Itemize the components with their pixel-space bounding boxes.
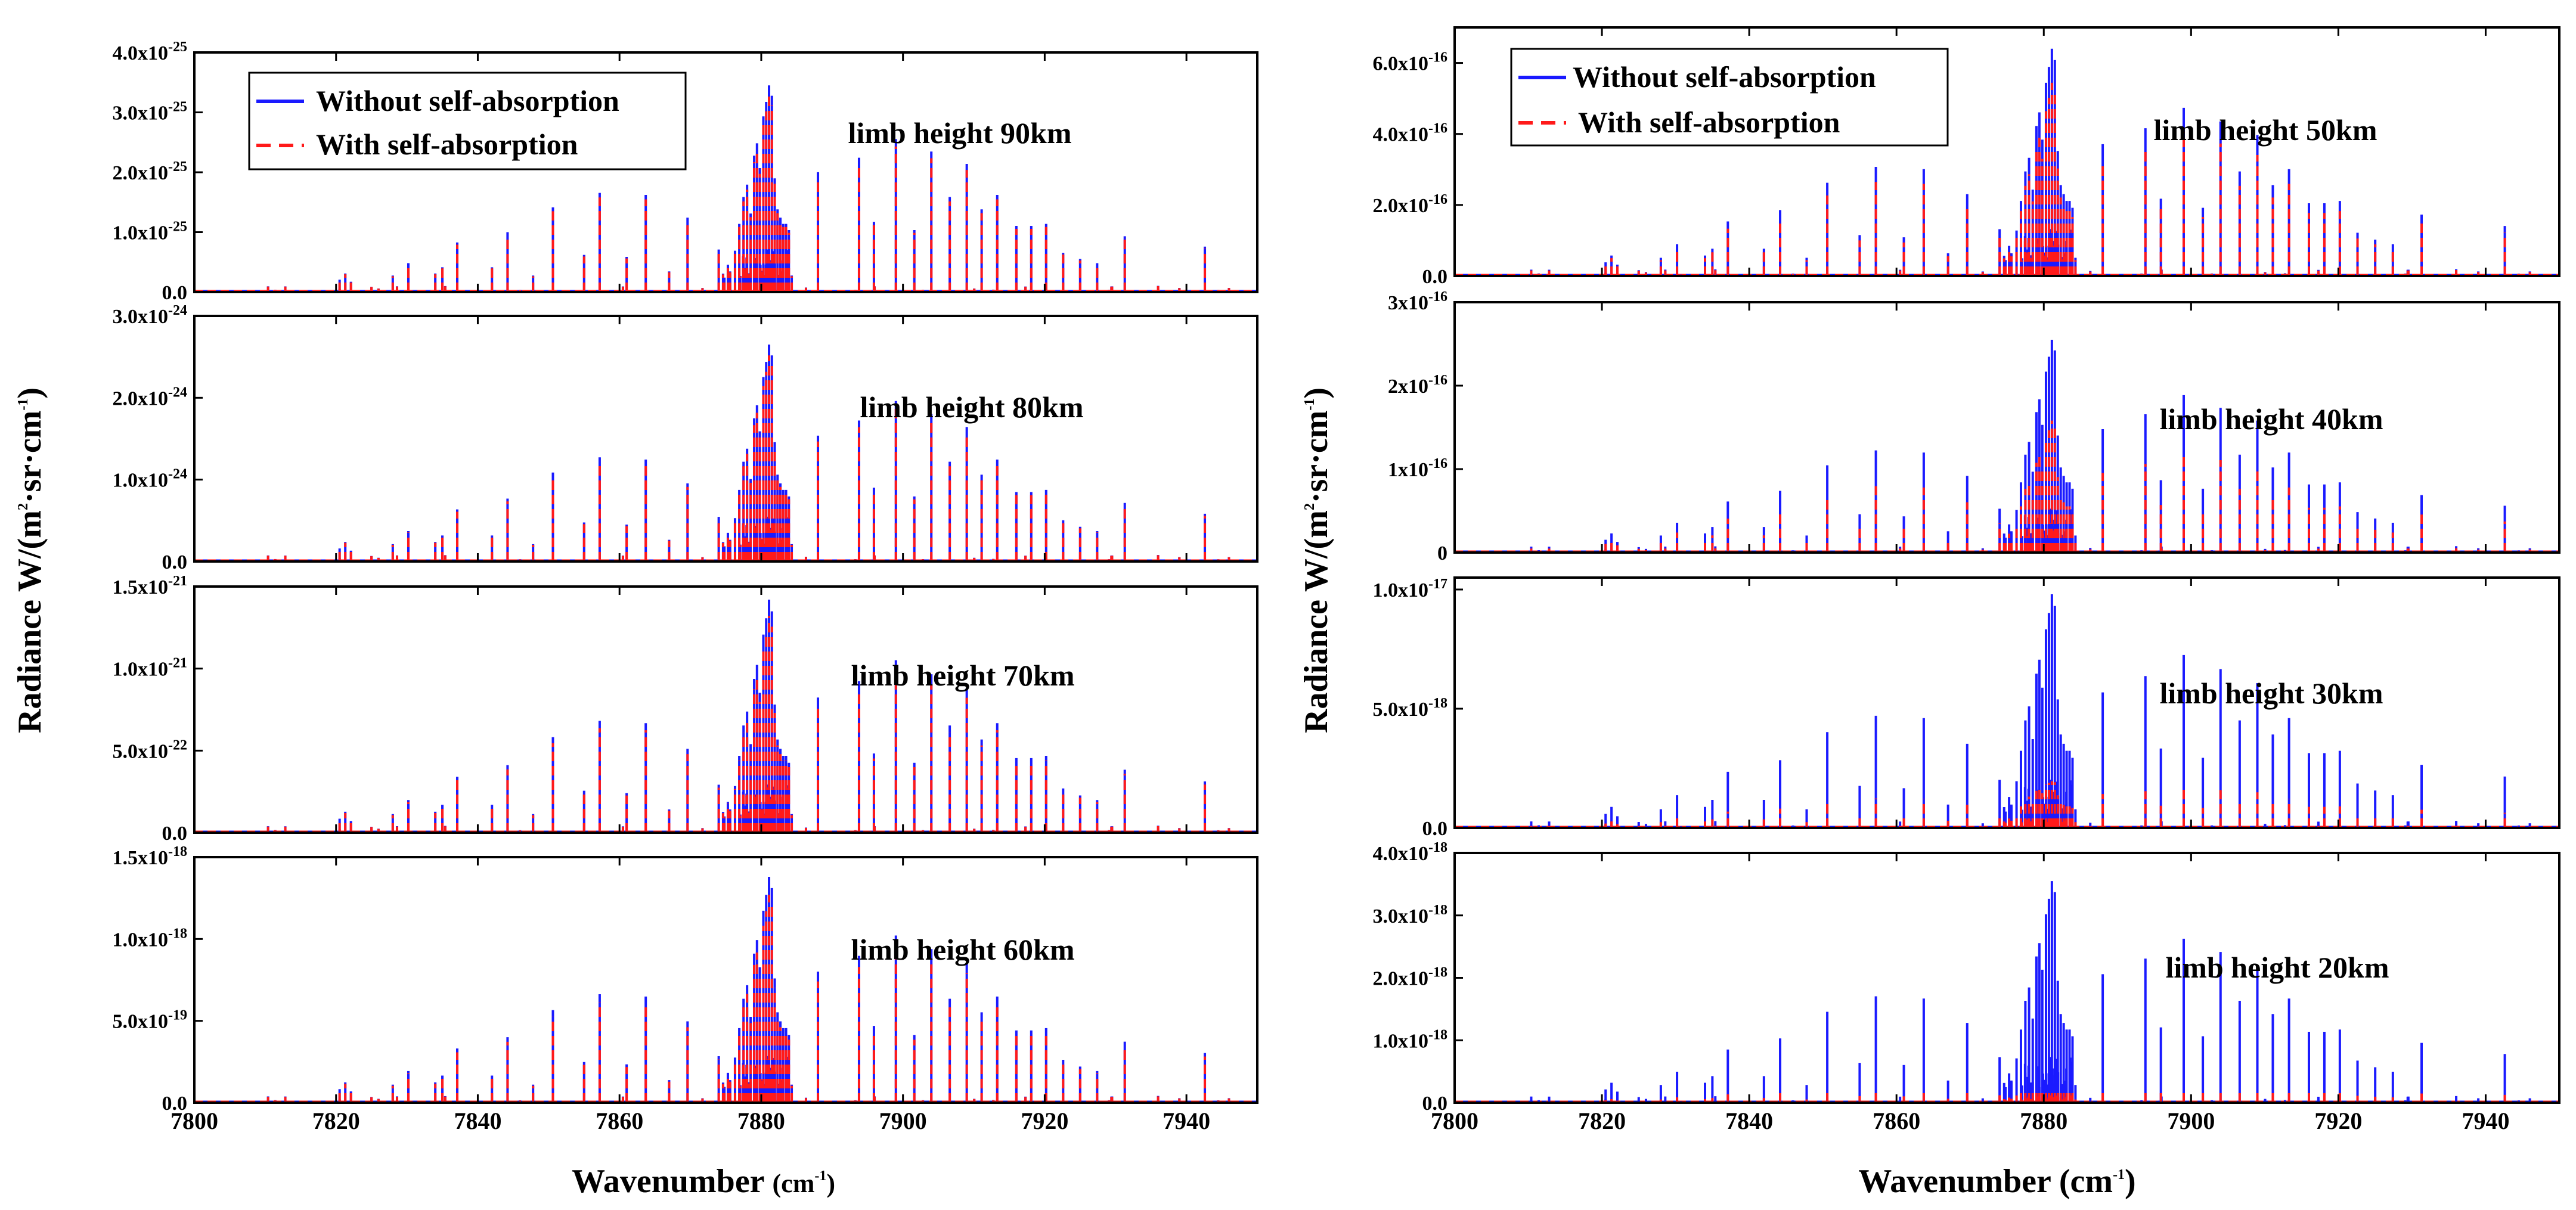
y-tick-label: 1.0x10-18: [113, 926, 188, 951]
y-tick-label: 0.0: [162, 1093, 188, 1115]
panel-title: limb height 70km: [851, 659, 1074, 692]
chart-panel-8: 0.0 1.0x10-18 2.0x10-18 3.0x10-18 4.0x10-18 7…: [1373, 840, 2560, 1134]
left-x-axis-label: Wavenumber (cm-1): [572, 1163, 835, 1200]
legend-right: Without self-absorption With self-absorp…: [1510, 48, 1949, 147]
y-tick-label: 5.0x10-18: [1373, 696, 1448, 721]
y-tick-label: 2x10-16: [1388, 373, 1447, 398]
x-tick-label: 7900: [879, 1107, 927, 1134]
x-tick-label: 7820: [312, 1107, 360, 1134]
plot-frame: [193, 585, 1258, 834]
chart-panel-5: 0.0 2.0x10-16 4.0x10-16 6.0x10-16 limb heigh…: [1373, 26, 2560, 288]
y-tick-label: 3.0x10-18: [1373, 902, 1448, 927]
plot-frame: [1453, 301, 2560, 554]
y-tick-label: 2.0x10-18: [1373, 965, 1448, 990]
y-tick-label: 1.0x10-18: [1373, 1027, 1448, 1052]
panel-title: limb height 40km: [2159, 402, 2383, 436]
legend-right-box: [1510, 48, 1949, 147]
x-tick-label: 7860: [596, 1107, 643, 1134]
y-tick-label: 0.0: [1422, 1093, 1448, 1115]
panel-title: limb height 60km: [851, 933, 1074, 966]
right-x-axis-label: Wavenumber (cm-1): [1858, 1163, 2135, 1200]
plot-frame: [1453, 576, 2560, 829]
x-tick-label: 7860: [1873, 1107, 1920, 1134]
panel-title: limb height 90km: [848, 116, 1071, 150]
x-tick-label: 7820: [1578, 1107, 1626, 1134]
x-tick-label: 7840: [454, 1107, 501, 1134]
legend-left-box: [248, 72, 687, 170]
chart-panels: 0.0 1.0x10-25 2.0x10-25 3.0x10-25 4.0x10-25 l…: [113, 26, 2560, 1134]
y-tick-label: 4.0x10-18: [1373, 840, 1448, 865]
y-tick-label: 0.0: [162, 823, 188, 845]
chart-panel-7: 0.0 5.0x10-18 1.0x10-17 limb height 30km: [1373, 576, 2560, 840]
panel-title: limb height 30km: [2159, 677, 2383, 710]
x-tick-label: 7840: [1725, 1107, 1773, 1134]
y-tick-label: 0.0: [162, 282, 188, 304]
x-tick-label: 7940: [2462, 1107, 2509, 1134]
legend-right-label-with: With self-absorption: [1578, 106, 1840, 139]
x-tick-label: 7940: [1163, 1107, 1210, 1134]
panel-title: limb height 80km: [860, 390, 1083, 424]
y-tick-label: 3x10-16: [1388, 289, 1447, 314]
chart-panel-4: 0.0 5.0x10-19 1.0x10-18 1.5x10-18 7800 7820 78…: [113, 844, 1258, 1134]
y-tick-label: 4.0x10-16: [1373, 121, 1448, 146]
x-tick-label: 7800: [171, 1107, 218, 1134]
panel-title: limb height 50km: [2153, 113, 2377, 147]
y-tick-label: 5.0x10-19: [113, 1008, 188, 1033]
y-tick-label: 0: [1437, 542, 1447, 564]
x-tick-label: 7900: [2167, 1107, 2215, 1134]
y-tick-label: 2.0x10-16: [1373, 192, 1448, 217]
plot-frame: [193, 315, 1258, 563]
y-tick-label: 3.0x10-24: [113, 303, 188, 328]
legend-left: Without self-absorption With self-absorp…: [248, 72, 687, 170]
y-tick-label: 1.0x10-25: [113, 219, 188, 244]
x-tick-label: 7800: [1431, 1107, 1478, 1134]
y-tick-label: 0.0: [1422, 818, 1448, 840]
y-tick-label: 5.0x10-22: [113, 737, 188, 762]
x-tick-label: 7880: [737, 1107, 785, 1134]
y-tick-label: 1.5x10-18: [113, 844, 188, 869]
plot-frame: [193, 856, 1258, 1104]
chart-panel-3: 0.0 5.0x10-22 1.0x10-21 1.5x10-21 limb heigh…: [113, 573, 1258, 845]
y-tick-label: 0.0: [1422, 266, 1448, 288]
right-y-axis-label: Radiance W/(m2·sr·cm-1): [1298, 387, 1335, 733]
legend-left-label-with: With self-absorption: [316, 128, 578, 161]
y-tick-label: 6.0x10-16: [1373, 50, 1448, 75]
x-tick-label: 7920: [1021, 1107, 1068, 1134]
legend-right-label-without: Without self-absorption: [1573, 60, 1876, 94]
y-tick-label: 1.0x10-21: [113, 656, 188, 681]
plot-frame: [1453, 26, 2560, 277]
x-tick-label: 7880: [2020, 1107, 2067, 1134]
y-tick-label: 3.0x10-25: [113, 100, 188, 125]
y-tick-label: 1.5x10-21: [113, 573, 188, 598]
y-tick-label: 1x10-16: [1388, 456, 1447, 481]
y-tick-label: 1.0x10-24: [113, 467, 188, 492]
y-tick-label: 0.0: [162, 551, 188, 573]
y-tick-label: 4.0x10-25: [113, 39, 188, 64]
y-tick-label: 1.0x10-17: [1373, 576, 1448, 601]
chart-panel-2: 0.0 1.0x10-24 2.0x10-24 3.0x10-24 limb heigh…: [113, 303, 1258, 573]
chart-panel-1: 0.0 1.0x10-25 2.0x10-25 3.0x10-25 4.0x10-25 l…: [113, 39, 1258, 304]
x-tick-label: 7920: [2314, 1107, 2362, 1134]
y-tick-label: 2.0x10-24: [113, 384, 188, 409]
chart-panel-6: 0 1x10-16 2x10-16 3x10-16 limb height 40km: [1388, 289, 2560, 564]
left-y-axis-label: Radiance W/(m2·sr·cm-1): [11, 387, 48, 733]
legend-left-label-without: Without self-absorption: [316, 84, 619, 117]
plot-frame: [1453, 852, 2560, 1104]
panel-title: limb height 20km: [2165, 951, 2389, 984]
y-tick-label: 2.0x10-25: [113, 159, 188, 184]
